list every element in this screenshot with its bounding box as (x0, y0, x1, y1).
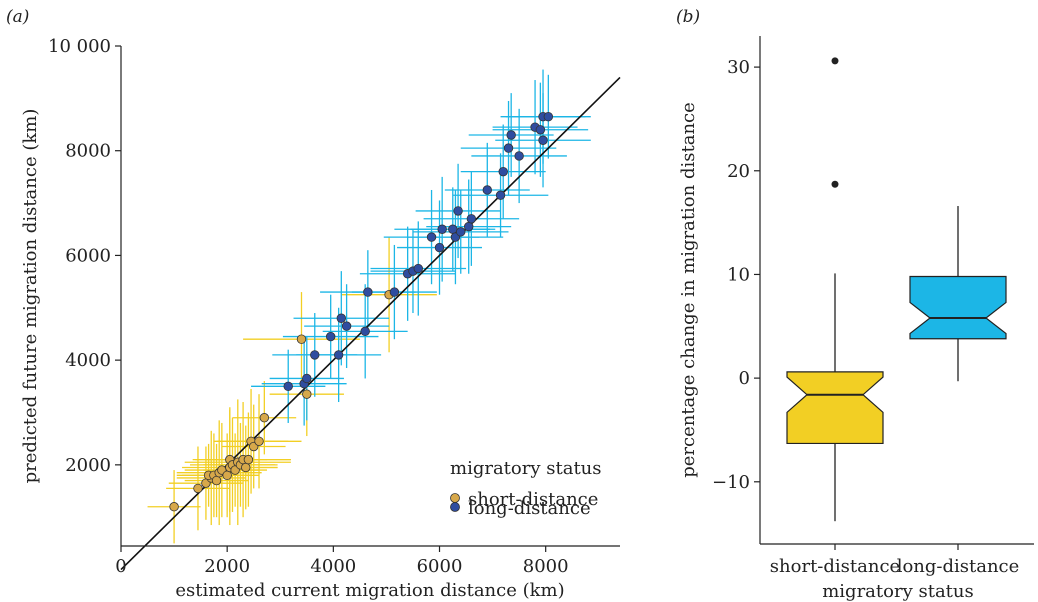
point-long (503, 143, 514, 153)
box-x-label: migratory status (822, 581, 974, 602)
x-tick-label: 6000 (417, 556, 463, 577)
legend-title: migratory status (450, 458, 602, 479)
panel-a-label: (a) (6, 7, 29, 27)
scatter-points (169, 111, 554, 512)
outlier-point (831, 57, 839, 65)
point-long (538, 135, 548, 145)
point-long (535, 125, 546, 135)
box-y-label: percentage change in migration distance (678, 102, 699, 478)
legend-marker-long (450, 502, 460, 512)
point-short (254, 436, 264, 446)
legend-marker-short (450, 493, 460, 503)
point-long (437, 224, 447, 234)
box-long (909, 275, 1007, 340)
y-tick-label: 20 (727, 161, 750, 182)
x-tick-label: 0 (115, 556, 126, 577)
point-long (464, 221, 474, 232)
x-tick-label: 2000 (204, 556, 250, 577)
point-short (211, 475, 222, 486)
y-tick-label: 10 (727, 264, 750, 285)
legend-entry-long: long-distance (468, 498, 591, 519)
legend-entry-short: short-distance (468, 489, 598, 510)
x-tick-label: 4000 (310, 556, 356, 577)
y-tick-label: −10 (712, 472, 750, 493)
scatter-x-label: estimated current migration distance (km… (175, 580, 564, 601)
x-tick-label: 8000 (523, 556, 569, 577)
x-tick-label: long-distance (897, 556, 1020, 577)
point-long (336, 313, 347, 323)
y-tick-label: 2000 (65, 455, 111, 476)
box-short (786, 371, 884, 445)
box-y-ticks: −10 0 10 20 30 (712, 57, 760, 493)
point-short (296, 334, 307, 344)
point-long (448, 224, 458, 234)
point-long (302, 373, 312, 384)
point-long (482, 185, 492, 195)
point-long (310, 350, 320, 360)
identity-line (120, 76, 621, 571)
point-long (363, 287, 373, 297)
point-long (466, 214, 477, 224)
y-tick-label: 6000 (65, 245, 111, 266)
point-long (341, 321, 352, 331)
point-long (506, 130, 516, 140)
point-long (498, 166, 508, 177)
point-short (193, 483, 203, 494)
point-short (243, 454, 254, 465)
point-long (434, 242, 445, 253)
point-long (389, 287, 400, 297)
y-tick-label: 30 (727, 57, 750, 78)
y-tick-label: 8000 (65, 141, 111, 162)
y-tick-label: 10 000 (48, 36, 111, 57)
point-long (283, 381, 293, 392)
outlier-point (831, 180, 839, 188)
point-long (426, 232, 437, 242)
y-tick-label: 0 (739, 368, 750, 389)
point-short (241, 462, 251, 473)
point-short (169, 502, 179, 512)
point-long (543, 111, 554, 122)
point-long (495, 190, 506, 200)
boxplots (786, 57, 1007, 522)
panel-b-label: (b) (676, 7, 700, 27)
point-long (325, 331, 336, 342)
point-long (413, 263, 423, 274)
scatter-y-label: predicted future migration distance (km) (20, 109, 41, 484)
scatter-x-ticks: 0 2000 4000 6000 8000 (115, 546, 569, 577)
x-tick-label: short-distance (770, 556, 900, 577)
point-long (514, 151, 524, 161)
point-long (360, 326, 370, 337)
point-long (453, 206, 463, 216)
y-tick-label: 4000 (65, 350, 111, 371)
point-long (333, 350, 344, 360)
point-short (222, 470, 232, 481)
point-short (259, 413, 270, 423)
scatter-legend: migratory status short-distance long-dis… (450, 458, 602, 519)
point-long (456, 227, 466, 237)
point-short (302, 389, 312, 399)
scatter-y-ticks: 2000 4000 6000 8000 10 000 (48, 36, 121, 476)
